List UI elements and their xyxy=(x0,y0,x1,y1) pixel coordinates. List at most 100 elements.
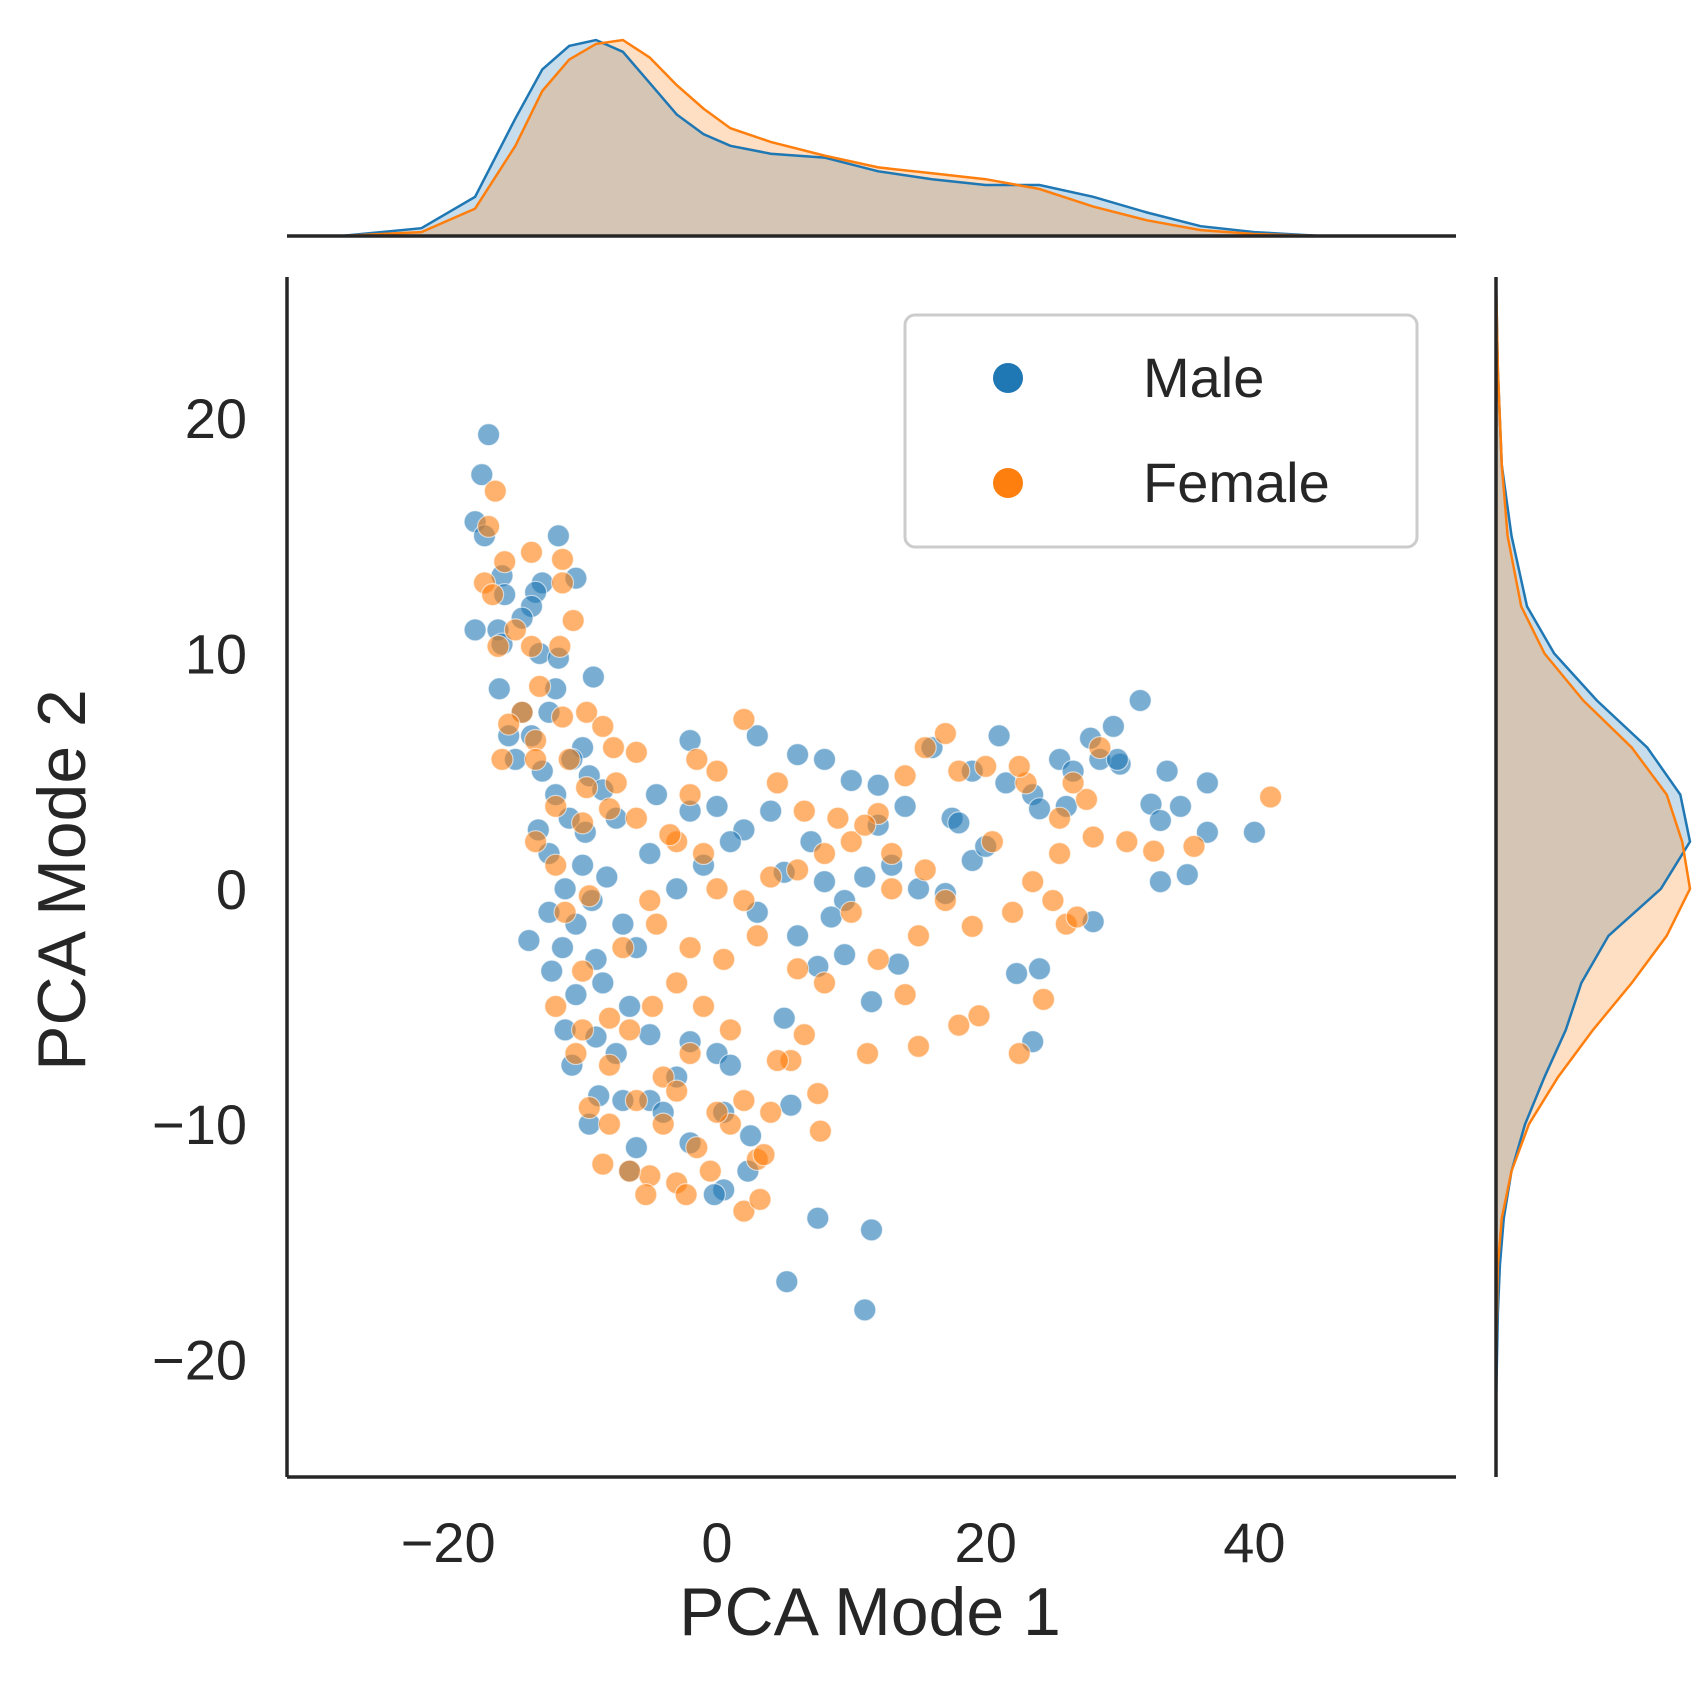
point-female xyxy=(893,982,917,1007)
point-male xyxy=(960,848,984,873)
point-male xyxy=(617,994,642,1019)
point-female xyxy=(597,1006,622,1030)
point-female xyxy=(481,582,505,607)
point-female xyxy=(967,1004,991,1028)
point-male xyxy=(1004,961,1029,986)
point-female xyxy=(564,1041,588,1066)
point-male xyxy=(624,1135,649,1160)
point-male xyxy=(595,865,619,889)
point-male xyxy=(806,1206,830,1230)
point-female xyxy=(550,571,575,595)
point-female xyxy=(880,841,904,866)
point-female xyxy=(553,900,577,924)
point-female xyxy=(1074,787,1099,812)
point-female xyxy=(651,1112,675,1136)
point-male xyxy=(859,1218,884,1242)
point-male xyxy=(775,1270,799,1294)
point-female xyxy=(640,994,665,1019)
point-female xyxy=(1258,785,1283,809)
point-female xyxy=(624,740,649,764)
point-male xyxy=(772,1006,796,1030)
point-female xyxy=(812,971,837,995)
point-female xyxy=(1000,900,1025,924)
point-male xyxy=(819,905,843,929)
point-male xyxy=(517,928,541,953)
top-kde-fill-male xyxy=(340,40,1322,236)
point-male xyxy=(1027,797,1052,821)
legend-frame xyxy=(903,313,1419,549)
point-female xyxy=(544,794,568,819)
point-female xyxy=(698,1159,722,1183)
point-male xyxy=(886,952,911,976)
point-female xyxy=(591,714,615,739)
point-female xyxy=(624,1088,649,1113)
right-kde-fill-male xyxy=(1496,277,1690,1407)
point-male xyxy=(718,830,743,854)
right-kde-line-female xyxy=(1494,276,1692,1360)
point-male xyxy=(638,841,662,866)
right-kde-fill-female xyxy=(1496,277,1690,1360)
point-male xyxy=(745,724,769,748)
point-female xyxy=(678,1041,702,1066)
point-female xyxy=(544,853,568,877)
point-female xyxy=(792,799,816,823)
point-female xyxy=(1021,870,1045,894)
point-male xyxy=(1155,759,1179,783)
point-male xyxy=(1195,771,1220,795)
point-female xyxy=(601,735,626,760)
point-female xyxy=(759,1100,783,1124)
point-male xyxy=(702,1182,726,1207)
point-female xyxy=(570,811,595,835)
point-female xyxy=(808,1119,833,1143)
point-female xyxy=(705,1100,729,1124)
point-male xyxy=(1175,862,1199,887)
y-tick-label: 10 xyxy=(185,623,247,686)
point-female xyxy=(880,877,904,901)
point-male xyxy=(638,1022,662,1047)
point-female xyxy=(913,858,937,882)
point-female xyxy=(974,754,998,779)
point-female xyxy=(617,1018,642,1042)
point-female xyxy=(503,618,528,642)
point-female xyxy=(947,1013,971,1037)
point-male xyxy=(470,463,494,487)
point-male xyxy=(1148,808,1173,833)
point-female xyxy=(732,1199,756,1223)
point-female xyxy=(611,935,635,960)
point-female xyxy=(933,721,958,746)
point-female xyxy=(617,1159,642,1183)
point-female xyxy=(855,1041,880,1066)
point-female xyxy=(691,994,716,1019)
point-female xyxy=(1061,771,1085,795)
point-female xyxy=(527,674,552,699)
point-female xyxy=(732,888,756,913)
point-male xyxy=(812,870,837,894)
point-male xyxy=(487,677,511,701)
point-male xyxy=(853,1298,877,1322)
point-female xyxy=(674,1182,698,1207)
point-male xyxy=(611,912,635,936)
point-female xyxy=(1065,905,1089,929)
point-female xyxy=(1047,841,1072,866)
point-female xyxy=(732,1088,756,1113)
point-female xyxy=(691,841,716,866)
point-male xyxy=(853,865,877,889)
x-axis-label: PCA Mode 1 xyxy=(679,1574,1061,1650)
point-female xyxy=(752,1142,776,1167)
point-female xyxy=(634,1182,658,1207)
right-kde-line-male xyxy=(1494,276,1692,1407)
point-female xyxy=(853,813,877,837)
point-male xyxy=(463,618,487,642)
point-male xyxy=(718,1053,743,1077)
point-male xyxy=(839,768,863,793)
point-male xyxy=(581,665,606,689)
point-female xyxy=(490,747,514,772)
point-female xyxy=(477,514,501,539)
point-female xyxy=(550,705,575,729)
point-male xyxy=(705,794,729,819)
point-female xyxy=(1047,806,1072,830)
point-female xyxy=(1115,830,1139,854)
point-female xyxy=(933,888,958,913)
x-tick-label: 0 xyxy=(701,1511,732,1574)
point-male xyxy=(1101,714,1126,739)
